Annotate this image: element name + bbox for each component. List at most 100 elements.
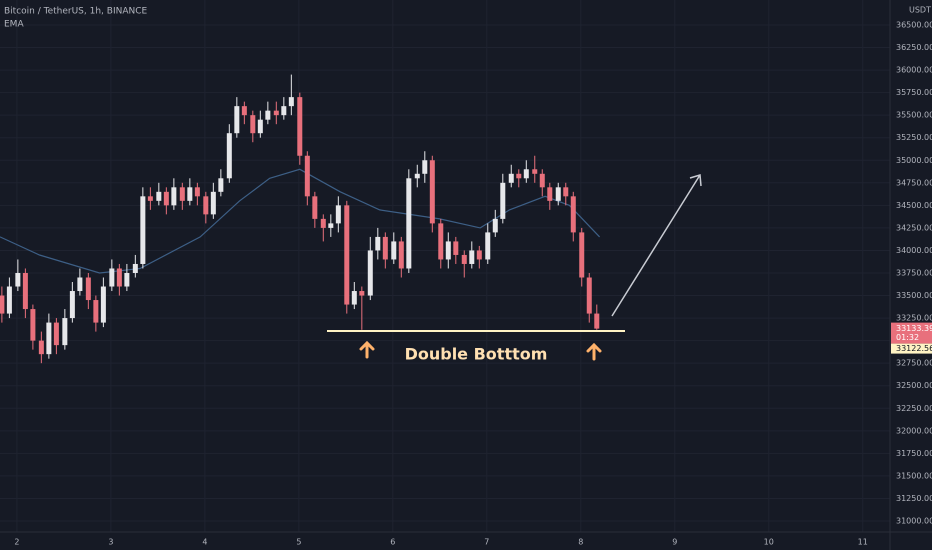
y-tick-label: 34500.00 bbox=[896, 201, 932, 210]
candle-body bbox=[523, 169, 529, 179]
candle-body bbox=[100, 286, 106, 323]
candle-body bbox=[38, 340, 44, 355]
chart-title: Bitcoin / TetherUS, 1h, BINANCE bbox=[4, 7, 148, 17]
candle-body bbox=[241, 106, 247, 116]
y-tick-label: 31250.00 bbox=[896, 494, 932, 503]
y-tick-label: 36000.00 bbox=[896, 66, 932, 75]
candle-body bbox=[15, 272, 21, 287]
y-tick-label: 31750.00 bbox=[896, 449, 932, 458]
candle-body bbox=[429, 160, 435, 224]
y-tick-label: 31000.00 bbox=[896, 516, 932, 525]
y-tick-label: 33750.00 bbox=[896, 268, 932, 277]
candle-body bbox=[77, 277, 83, 292]
y-tick-label: 32250.00 bbox=[896, 404, 932, 413]
candle-body bbox=[563, 187, 569, 197]
up-arrow bbox=[586, 342, 602, 361]
x-tick-label: 9 bbox=[672, 538, 677, 547]
candle-body bbox=[344, 205, 350, 305]
y-tick-label: 35750.00 bbox=[896, 88, 932, 97]
candle-body bbox=[469, 250, 475, 264]
y-tick-label: 34000.00 bbox=[896, 246, 932, 255]
candle-body bbox=[203, 196, 209, 215]
y-tick-label: 32500.00 bbox=[896, 381, 932, 390]
y-tick-label: 33250.00 bbox=[896, 314, 932, 323]
candle-body bbox=[555, 187, 561, 201]
candle-body bbox=[218, 178, 224, 192]
candle-body bbox=[500, 182, 506, 219]
candle-body bbox=[586, 277, 592, 314]
candle-body bbox=[22, 272, 28, 310]
y-tick-label: 36250.00 bbox=[896, 43, 932, 52]
y-tick-label: 35250.00 bbox=[896, 133, 932, 142]
candle-body bbox=[539, 173, 545, 188]
candle-body bbox=[226, 133, 232, 179]
y-tick-label: 32750.00 bbox=[896, 359, 932, 368]
candle-body bbox=[109, 268, 115, 287]
candle-body bbox=[297, 97, 303, 156]
projection-arrow bbox=[611, 174, 702, 317]
grid bbox=[0, 0, 890, 532]
candle-body bbox=[273, 110, 279, 116]
candle-body bbox=[579, 232, 585, 278]
candle-body bbox=[422, 160, 428, 174]
candle-body bbox=[85, 277, 91, 301]
candle-body bbox=[375, 236, 381, 251]
candle-body bbox=[594, 313, 600, 329]
x-tick-label: 10 bbox=[764, 538, 774, 547]
candle-body bbox=[367, 250, 373, 296]
candle-body bbox=[124, 272, 130, 287]
y-tick-label: 34250.00 bbox=[896, 223, 932, 232]
candle-body bbox=[414, 173, 420, 179]
candle-body bbox=[508, 173, 514, 183]
last-price-box bbox=[891, 322, 932, 344]
candle-body bbox=[250, 115, 256, 134]
candle-body bbox=[335, 205, 341, 224]
x-tick-label: 4 bbox=[202, 538, 207, 547]
x-tick-label: 3 bbox=[108, 538, 113, 547]
candle-body bbox=[485, 232, 491, 260]
y-tick-label: 35000.00 bbox=[896, 156, 932, 165]
y-tick-label: 36500.00 bbox=[896, 20, 932, 29]
candle-body bbox=[461, 254, 467, 264]
candle-body bbox=[532, 169, 538, 174]
x-tick-label: 11 bbox=[858, 538, 868, 547]
candle-body bbox=[194, 187, 200, 197]
x-tick-label: 7 bbox=[484, 538, 489, 547]
last-price-label: 33133.39 bbox=[896, 324, 932, 333]
candle-body bbox=[445, 241, 451, 260]
candle-body bbox=[179, 187, 185, 201]
candle-body bbox=[147, 196, 153, 201]
x-tick-label: 5 bbox=[296, 538, 301, 547]
candle-body bbox=[265, 110, 271, 120]
candle-body bbox=[281, 106, 287, 116]
y-tick-label: 32000.00 bbox=[896, 426, 932, 435]
x-tick-label: 8 bbox=[578, 538, 583, 547]
candle-body bbox=[6, 286, 12, 314]
candle-body bbox=[382, 236, 388, 260]
candle-body bbox=[62, 318, 68, 346]
marker-price-label: 33122.56 bbox=[896, 344, 932, 353]
candle-body bbox=[234, 106, 240, 134]
y-tick-label: 34750.00 bbox=[896, 178, 932, 187]
candle-body bbox=[257, 119, 263, 134]
candle-body bbox=[187, 187, 193, 201]
candle-body bbox=[288, 97, 294, 107]
y-tick-label: 33500.00 bbox=[896, 291, 932, 300]
axes: 36500.00 36250.00 36000.00 35750.00 35500.00… bbox=[14, 20, 932, 547]
candle-body bbox=[328, 223, 334, 228]
up-arrow bbox=[359, 340, 375, 359]
candle-body bbox=[163, 191, 169, 206]
candle-body bbox=[438, 223, 444, 260]
candle-body bbox=[304, 155, 310, 197]
y-tick-label: 31500.00 bbox=[896, 471, 932, 480]
candle-body bbox=[351, 291, 357, 305]
candle-body bbox=[476, 250, 482, 260]
candle-body bbox=[359, 291, 365, 296]
candle-body bbox=[453, 241, 459, 255]
candle-body bbox=[516, 173, 522, 179]
candle-body bbox=[69, 291, 75, 319]
x-tick-label: 2 bbox=[14, 538, 19, 547]
marker-price-box bbox=[891, 343, 932, 354]
